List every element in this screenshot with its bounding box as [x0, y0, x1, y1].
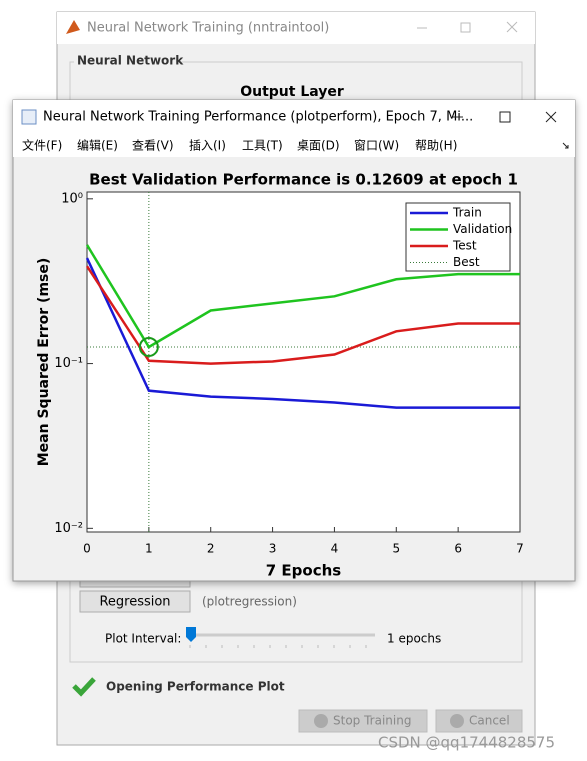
- title-bar: [13, 100, 575, 133]
- x-tick-label: 3: [269, 542, 277, 556]
- menu-item[interactable]: 插入(I): [189, 139, 226, 153]
- app-icon: [66, 20, 80, 34]
- x-tick-label: 2: [207, 542, 215, 556]
- status-text: Opening Performance Plot: [106, 680, 285, 694]
- button[interactable]: [79, 590, 191, 613]
- window-title: Neural Network Training (nntraintool): [87, 21, 329, 36]
- x-tick-label: 7: [516, 542, 524, 556]
- button-label: Cancel: [469, 714, 510, 728]
- button-hint: (plotregression): [202, 595, 297, 609]
- watermark: CSDN @qq1744828575: [378, 734, 555, 752]
- button[interactable]: [298, 709, 428, 733]
- x-tick-label: 0: [83, 542, 91, 556]
- slider-thumb[interactable]: [186, 627, 196, 642]
- series-line: [85, 265, 520, 365]
- button-label: Regression: [99, 595, 170, 610]
- legend-label: Test: [452, 239, 477, 253]
- window-controls[interactable]: [453, 111, 557, 123]
- y-axis-label: Mean Squared Error (mse): [36, 258, 52, 467]
- menu-item[interactable]: 编辑(E): [77, 138, 118, 153]
- x-tick-label: 6: [454, 542, 462, 556]
- y-tick-label: 10⁰: [61, 191, 83, 206]
- x-tick-label: 4: [331, 542, 339, 556]
- menu-item[interactable]: 窗口(W): [354, 139, 399, 153]
- check-icon: [72, 677, 96, 697]
- x-tick-label: 5: [392, 542, 400, 556]
- button-icon: [450, 714, 464, 728]
- best-marker: [138, 336, 159, 357]
- x-axis-label: 7 Epochs: [266, 562, 342, 580]
- button-icon: [314, 714, 328, 728]
- menu-item[interactable]: 工具(T): [242, 139, 283, 153]
- legend-label: Best: [453, 255, 480, 269]
- group-title: Neural Network: [77, 54, 184, 68]
- slider-label: Plot Interval:: [105, 632, 181, 646]
- window-controls[interactable]: [417, 21, 518, 33]
- menu-item[interactable]: 查看(V): [132, 139, 174, 153]
- legend-label: Train: [452, 206, 482, 220]
- menu-item[interactable]: 文件(F): [22, 138, 62, 153]
- series-line: [85, 257, 520, 409]
- y-tick-label: 10⁻²: [54, 521, 83, 536]
- app-icon: [21, 109, 37, 125]
- legend: [405, 202, 511, 272]
- menu-item[interactable]: 桌面(D): [297, 139, 340, 153]
- slider-value: 1 epochs: [387, 632, 441, 646]
- menu-bar: [13, 133, 575, 157]
- title-bar: [57, 12, 535, 44]
- menu-arrow: [562, 142, 569, 149]
- legend-label: Validation: [453, 222, 512, 236]
- slider-ticks: [189, 645, 367, 648]
- chart-title: Best Validation Performance is 0.12609 a…: [89, 171, 518, 189]
- x-tick-label: 1: [145, 542, 153, 556]
- button-label: Stop Training: [333, 714, 411, 728]
- y-tick-label: 10⁻¹: [54, 356, 83, 371]
- group-title-bg: [74, 54, 178, 68]
- section-title: Output Layer: [240, 84, 344, 100]
- menu-item[interactable]: 帮助(H): [415, 139, 457, 153]
- window-title: Neural Network Training Performance (plo…: [43, 110, 473, 125]
- series-line: [85, 244, 520, 349]
